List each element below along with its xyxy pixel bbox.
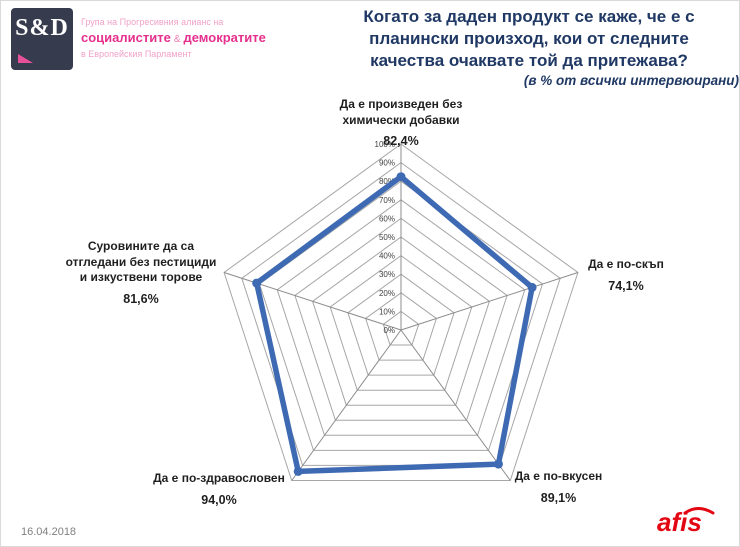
radial-tick-label: 80% bbox=[379, 177, 395, 186]
afis-logo-text: afis bbox=[657, 507, 702, 537]
grid-ring bbox=[365, 292, 437, 361]
grid-ring bbox=[312, 236, 490, 406]
axis-value: 82,4% bbox=[383, 134, 419, 149]
axis-value: 94,0% bbox=[201, 492, 237, 507]
org-line-3: в Европейския Парламент bbox=[81, 48, 192, 59]
axis-value: 81,6% bbox=[123, 291, 159, 306]
radial-tick-label: 90% bbox=[379, 159, 395, 168]
chart-subtitle: (в % от всички интервюирани) bbox=[523, 73, 739, 89]
grid-ring bbox=[294, 217, 508, 421]
org-democrats: демократите bbox=[183, 30, 266, 46]
axis-label-text: Да е по-здравословен bbox=[153, 471, 285, 485]
org-ampersand: & bbox=[173, 34, 181, 46]
data-point-marker bbox=[252, 278, 262, 288]
radial-tick-label: 20% bbox=[379, 289, 395, 298]
axis-label-no-pesticides: Суровините да са отгледани без пестициди… bbox=[61, 239, 221, 307]
axis-spoke bbox=[291, 329, 402, 481]
grid-ring bbox=[382, 310, 420, 346]
sd-logo-pink-wedge bbox=[18, 54, 33, 63]
org-line-2: социалистите & демократите bbox=[81, 30, 266, 47]
axis-label-tastier: Да е по-вкусен 89,1% bbox=[501, 469, 616, 506]
data-series-polygon bbox=[253, 173, 535, 475]
sd-logo: S&D bbox=[11, 8, 73, 70]
axis-value: 74,1% bbox=[608, 278, 644, 293]
radial-tick-label: 50% bbox=[379, 233, 395, 242]
axis-value: 89,1% bbox=[540, 490, 577, 505]
axis-label-no-chemical-additives: Да е произведен без химически добавки 82… bbox=[301, 97, 501, 149]
axis-label-text: Суровините да са отгледани без пестициди… bbox=[65, 239, 217, 285]
axis-label-healthier: Да е по-здравословен 94,0% bbox=[139, 471, 299, 508]
radial-tick-label: 30% bbox=[379, 270, 395, 279]
chart-title-line: качества очаквате той да притежава? bbox=[370, 50, 688, 70]
data-point-marker bbox=[493, 459, 503, 469]
axis-label-text: Да е произведен без химически добавки bbox=[339, 97, 463, 127]
sd-logo-text: S&D bbox=[15, 15, 69, 41]
chart-title-line: планински произход, кои от следните bbox=[369, 28, 689, 48]
radial-tick-label: 60% bbox=[379, 214, 395, 223]
radial-tick-label: 100% bbox=[375, 140, 395, 149]
data-point-marker bbox=[396, 172, 406, 182]
org-line-1: Група на Прогресивния алианс на bbox=[81, 17, 224, 27]
chart-header: Когато за даден продукт се каже, че е с … bbox=[319, 6, 739, 88]
axis-label-text: Да е по-вкусен bbox=[514, 469, 603, 483]
chart-title: Когато за даден продукт се каже, че е с … bbox=[319, 6, 739, 71]
org-socialists: социалистите bbox=[81, 30, 171, 46]
radial-tick-label: 10% bbox=[379, 307, 395, 316]
radial-tick-label: 40% bbox=[379, 252, 395, 261]
data-point-marker bbox=[527, 282, 537, 292]
date-stamp: 16.04.2018 bbox=[21, 526, 77, 538]
axis-spoke bbox=[400, 272, 579, 331]
radial-tick-label: 70% bbox=[379, 196, 395, 205]
afis-logo-arc bbox=[683, 507, 715, 515]
afis-logo: afis bbox=[657, 507, 715, 537]
axis-label-text: Да е по-скъп bbox=[588, 257, 664, 271]
grid-ring bbox=[347, 273, 455, 376]
radial-tick-label: 0% bbox=[383, 326, 395, 335]
org-description: Група на Прогресивния алианс на социалис… bbox=[81, 17, 266, 60]
axis-spoke bbox=[223, 272, 402, 331]
grid-ring bbox=[329, 254, 473, 391]
grid-ring bbox=[223, 143, 579, 481]
data-point-marker bbox=[293, 466, 303, 476]
axis-label-more-expensive: Да е по-скъп 74,1% bbox=[571, 257, 681, 294]
grid-ring bbox=[276, 199, 526, 436]
axis-spoke bbox=[400, 329, 511, 481]
chart-title-line: Когато за даден продукт се каже, че е с bbox=[363, 7, 695, 26]
